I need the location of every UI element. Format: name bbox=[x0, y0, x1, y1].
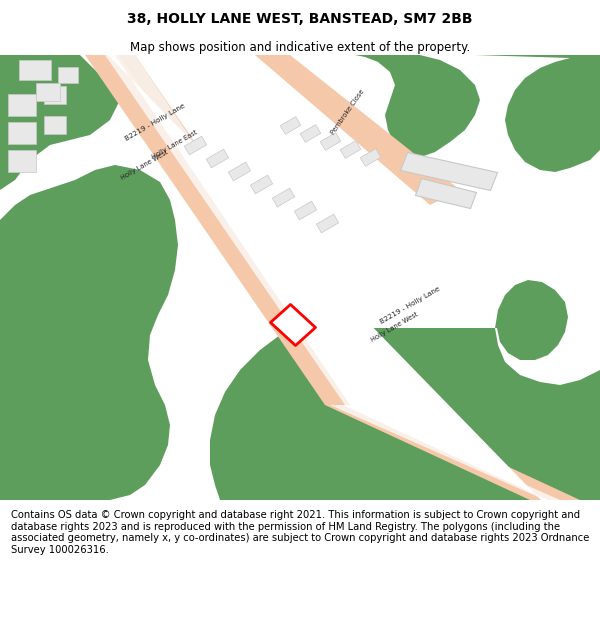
Text: 38, HOLLY LANE WEST, BANSTEAD, SM7 2BB: 38, HOLLY LANE WEST, BANSTEAD, SM7 2BB bbox=[127, 12, 473, 26]
Text: B2219 - Holly Lane: B2219 - Holly Lane bbox=[124, 102, 186, 142]
Text: Holly Lane East: Holly Lane East bbox=[151, 129, 199, 161]
Text: Holly Lane West: Holly Lane West bbox=[370, 311, 419, 343]
Text: Map shows position and indicative extent of the property.: Map shows position and indicative extent… bbox=[130, 41, 470, 54]
Text: B2219 - Holly Lane: B2219 - Holly Lane bbox=[379, 285, 441, 325]
Text: Contains OS data © Crown copyright and database right 2021. This information is : Contains OS data © Crown copyright and d… bbox=[11, 510, 589, 555]
Text: Pembroke Close: Pembroke Close bbox=[330, 88, 366, 136]
Text: Holly Lane West: Holly Lane West bbox=[121, 149, 170, 181]
